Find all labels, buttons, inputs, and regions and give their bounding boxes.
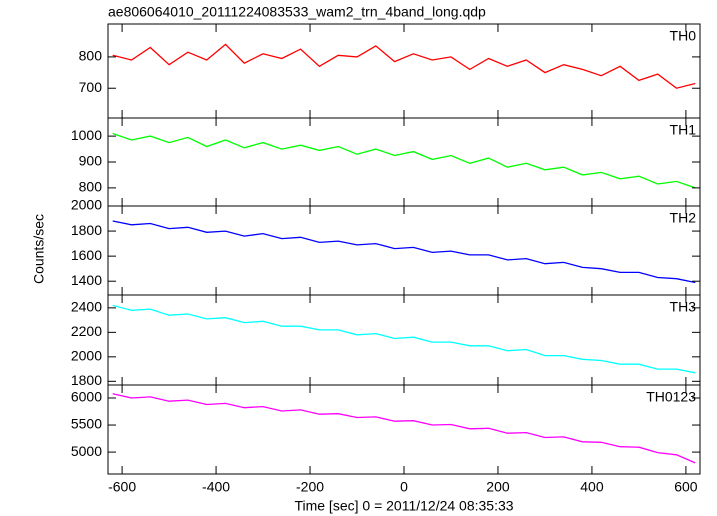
x-axis-label: Time [sec] 0 = 2011/12/24 08:35:33 <box>294 498 513 514</box>
y-axis-label: Counts/sec <box>31 214 47 284</box>
panel-label: TH2 <box>670 210 697 226</box>
y-tick-label: 2000 <box>71 197 102 213</box>
y-tick-label: 1800 <box>71 372 102 388</box>
y-tick-label: 800 <box>79 48 103 64</box>
panel-label: TH0 <box>670 28 697 44</box>
y-tick-label: 2200 <box>71 323 102 339</box>
y-tick-label: 5500 <box>71 416 102 432</box>
y-tick-label: 1400 <box>71 272 102 288</box>
x-tick-label: 0 <box>400 479 408 495</box>
x-tick-label: -200 <box>296 479 324 495</box>
series-line <box>112 132 696 189</box>
y-tick-label: 800 <box>79 179 103 195</box>
panel-frame <box>107 294 701 386</box>
panel-frame <box>107 205 701 296</box>
panel-label: TH1 <box>670 122 697 138</box>
x-tick-label: 400 <box>580 479 604 495</box>
x-tick-label: 200 <box>486 479 510 495</box>
x-tick-label: 600 <box>674 479 698 495</box>
series-line <box>112 43 696 89</box>
x-tick-label: -600 <box>108 479 136 495</box>
panel-frame <box>107 384 701 475</box>
x-tick-label: -400 <box>202 479 230 495</box>
y-tick-label: 1800 <box>71 222 102 238</box>
y-tick-label: 700 <box>79 79 103 95</box>
series-line <box>112 304 696 374</box>
y-tick-label: 2000 <box>71 348 102 364</box>
panel-label: TH0123 <box>646 389 696 405</box>
y-tick-label: 900 <box>79 153 103 169</box>
series-line <box>112 220 696 284</box>
y-tick-label: 6000 <box>71 389 102 405</box>
panel-frame <box>107 117 701 207</box>
series-line <box>112 393 696 464</box>
panel-label: TH3 <box>670 299 697 315</box>
y-tick-label: 1600 <box>71 247 102 263</box>
y-tick-label: 1000 <box>71 127 102 143</box>
y-tick-label: 5000 <box>71 443 102 459</box>
chart-title: ae806064010_20111224083533_wam2_trn_4ban… <box>108 4 486 20</box>
y-tick-label: 2400 <box>71 299 102 315</box>
